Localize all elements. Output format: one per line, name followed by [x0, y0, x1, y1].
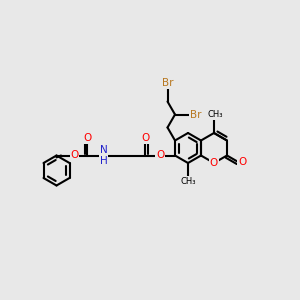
Text: CH₃: CH₃ — [180, 177, 196, 186]
Text: CH₃: CH₃ — [207, 110, 223, 119]
Text: O: O — [156, 151, 164, 160]
Text: Br: Br — [162, 78, 173, 88]
Text: Br: Br — [190, 110, 201, 119]
Text: O: O — [238, 157, 246, 167]
Text: O: O — [210, 158, 218, 168]
Text: O: O — [141, 133, 149, 143]
Text: O: O — [83, 133, 92, 143]
Text: O: O — [70, 151, 79, 160]
Text: N
H: N H — [100, 145, 108, 166]
